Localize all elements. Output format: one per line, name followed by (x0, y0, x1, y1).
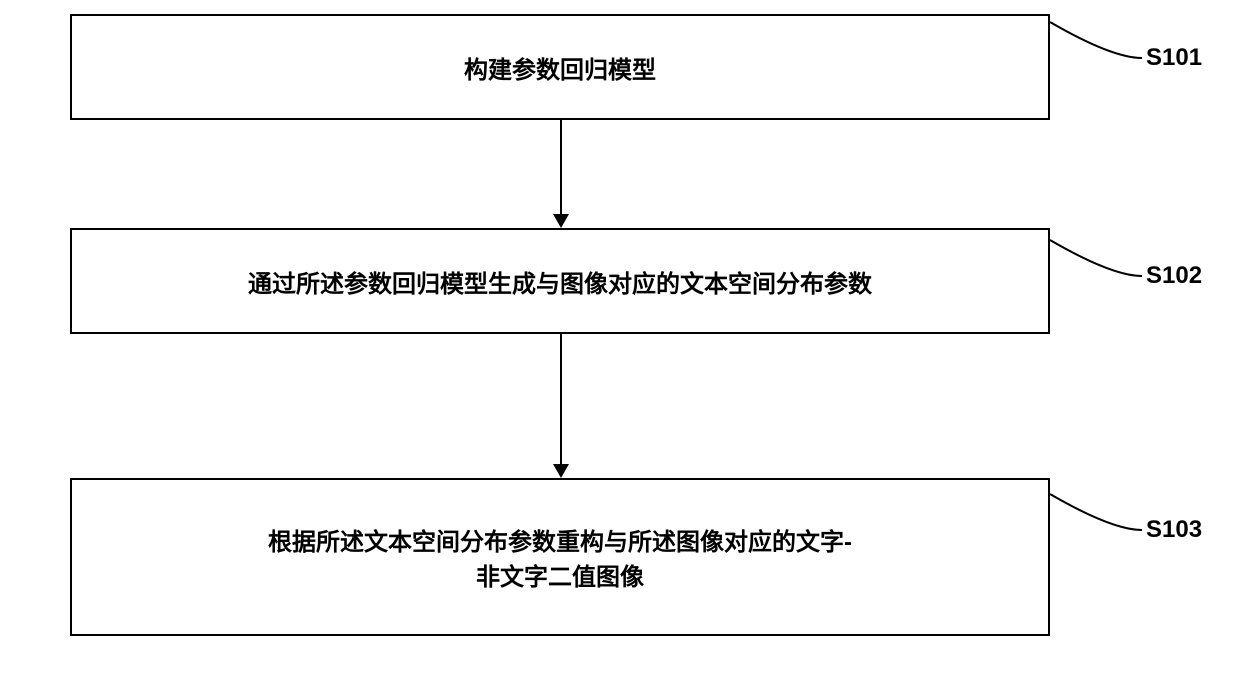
flow-node-text: 通过所述参数回归模型生成与图像对应的文本空间分布参数 (248, 264, 872, 299)
flow-node-1: 构建参数回归模型 (70, 14, 1050, 120)
arrow-down-icon (553, 214, 569, 228)
step-label-1: S101 (1146, 44, 1202, 72)
flow-node-3: 根据所述文本空间分布参数重构与所述图像对应的文字- 非文字二值图像 (70, 478, 1050, 636)
flowchart-canvas: 构建参数回归模型通过所述参数回归模型生成与图像对应的文本空间分布参数根据所述文本… (0, 0, 1240, 679)
arrow-line-1 (560, 120, 562, 216)
step-label-3: S103 (1146, 516, 1202, 544)
flow-node-2: 通过所述参数回归模型生成与图像对应的文本空间分布参数 (70, 228, 1050, 334)
flow-node-text: 根据所述文本空间分布参数重构与所述图像对应的文字- 非文字二值图像 (268, 522, 852, 592)
arrow-line-2 (560, 334, 562, 466)
step-label-2: S102 (1146, 262, 1202, 290)
connector-curve-1 (1046, 18, 1146, 62)
connector-curve-3 (1046, 490, 1146, 534)
arrow-down-icon (553, 464, 569, 478)
connector-curve-2 (1046, 236, 1146, 280)
flow-node-text: 构建参数回归模型 (464, 50, 656, 85)
